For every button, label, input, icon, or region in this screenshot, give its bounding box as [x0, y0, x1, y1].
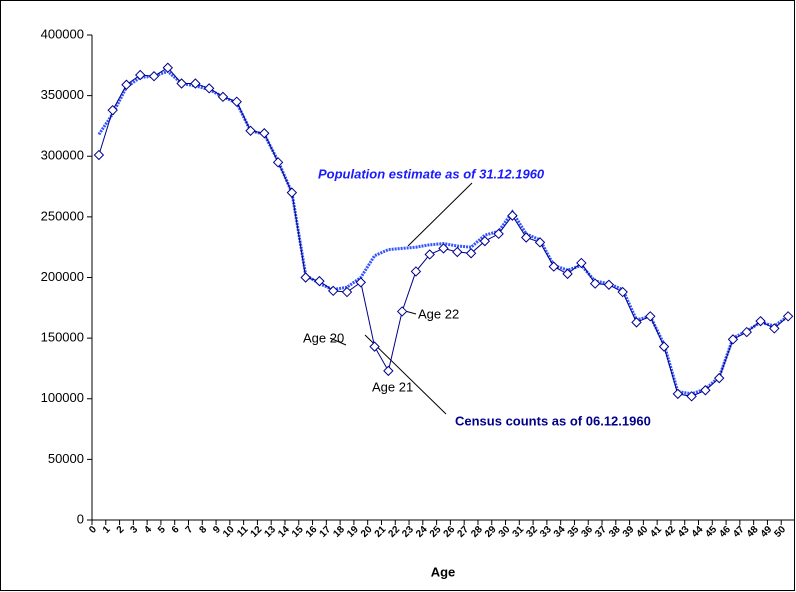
data-point: [672, 388, 684, 400]
data-point: [782, 311, 794, 322]
series-annotation: Census counts as of 06.12.1960: [455, 413, 651, 428]
data-point: [369, 341, 380, 352]
y-tick-label: 400000: [41, 26, 84, 41]
data-point: [217, 91, 229, 103]
data-point: [645, 311, 656, 322]
data-point: [686, 391, 697, 402]
annotation: Age 21: [372, 379, 413, 394]
data-point: [176, 78, 187, 89]
y-tick-label: 200000: [41, 269, 84, 284]
data-point: [272, 157, 284, 168]
data-point: [328, 285, 339, 297]
data-point: [576, 257, 587, 269]
y-tick-label: 350000: [41, 87, 84, 102]
data-point: [617, 286, 628, 298]
data-point: [548, 261, 559, 272]
y-tick-label: 0: [77, 511, 84, 526]
data-point: [355, 277, 367, 288]
data-point: [479, 235, 491, 247]
data-point: [107, 104, 118, 116]
series-annotation: Population estimate as of 31.12.1960: [318, 166, 545, 181]
data-point: [162, 62, 174, 73]
data-point: [769, 323, 780, 334]
data-point: [741, 326, 752, 338]
annotation: Age 22: [418, 306, 459, 321]
data-point: [452, 246, 463, 258]
y-tick-label: 250000: [41, 208, 84, 223]
data-point: [245, 125, 256, 136]
data-point: [190, 78, 201, 89]
data-point: [727, 334, 739, 345]
data-point: [493, 228, 504, 240]
data-point: [135, 69, 146, 81]
leader-line: [407, 182, 473, 247]
data-point: [562, 268, 573, 280]
y-tick-label: 300000: [41, 148, 84, 163]
y-tick-label: 50000: [48, 451, 84, 466]
data-point: [465, 248, 477, 259]
data-point: [410, 266, 422, 277]
data-point: [93, 149, 105, 161]
data-point: [755, 315, 766, 327]
data-point: [383, 365, 394, 377]
data-point: [603, 279, 615, 290]
y-tick-label: 150000: [41, 330, 84, 345]
annotation: Age 20: [303, 330, 344, 345]
data-point: [700, 385, 711, 396]
data-point: [341, 286, 353, 298]
data-point: [631, 317, 642, 328]
x-axis-title: Age: [431, 564, 456, 579]
data-point: [203, 83, 215, 94]
data-point: [658, 341, 670, 352]
data-point: [507, 210, 518, 221]
data-point: [589, 278, 601, 289]
data-point: [121, 79, 132, 90]
data-point: [520, 232, 532, 243]
data-point: [534, 237, 546, 248]
leader-line: [329, 337, 347, 346]
data-point: [286, 187, 298, 198]
data-point: [300, 272, 311, 283]
data-point: [438, 243, 449, 254]
leader-line: [364, 334, 447, 415]
data-point: [148, 71, 160, 82]
y-tick-label: 100000: [41, 390, 84, 405]
data-point: [713, 372, 725, 384]
data-point: [259, 128, 270, 139]
data-point: [396, 306, 408, 317]
data-point: [231, 96, 242, 107]
data-point: [424, 249, 435, 260]
data-point: [314, 275, 325, 287]
